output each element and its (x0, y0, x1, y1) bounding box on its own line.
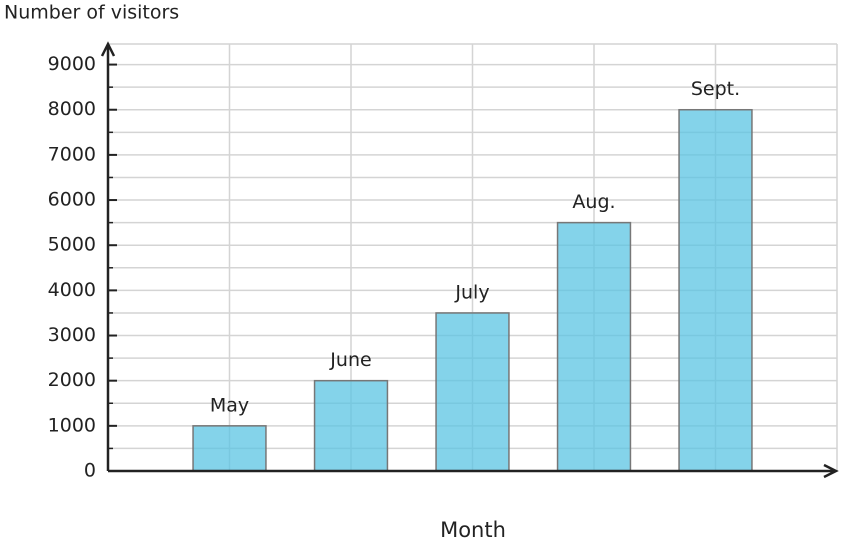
ticks: 0 1000 2000 3000 4000 5000 6000 7000 8000 9000 (48, 53, 117, 482)
bar (678, 108, 753, 472)
bar (435, 312, 510, 472)
y-tick-label: 6000 (48, 189, 96, 211)
x-axis-label: Month (440, 518, 506, 542)
y-tick-label: 5000 (48, 234, 96, 256)
bars: May June July Aug. Sept. (192, 78, 753, 472)
y-tick-label: 9000 (48, 53, 96, 75)
y-tick-label: 3000 (48, 324, 96, 346)
y-axis-label: Number of visitors (4, 2, 179, 24)
y-tick-label: 4000 (48, 279, 96, 301)
bar-label: June (329, 349, 371, 371)
y-tick-label: 0 (84, 460, 96, 482)
y-tick-label: 7000 (48, 143, 96, 165)
y-tick-label: 8000 (48, 98, 96, 120)
x-axis (108, 463, 839, 479)
bar-label: May (210, 394, 249, 416)
bar-label: July (454, 281, 489, 303)
bar (192, 425, 267, 472)
y-axis (100, 41, 116, 471)
bar (556, 221, 632, 472)
y-tick-label: 1000 (48, 414, 96, 436)
bar-label: Sept. (691, 78, 740, 100)
bar-label: Aug. (572, 191, 615, 213)
y-tick-label: 2000 (48, 369, 96, 391)
bar (313, 379, 389, 472)
